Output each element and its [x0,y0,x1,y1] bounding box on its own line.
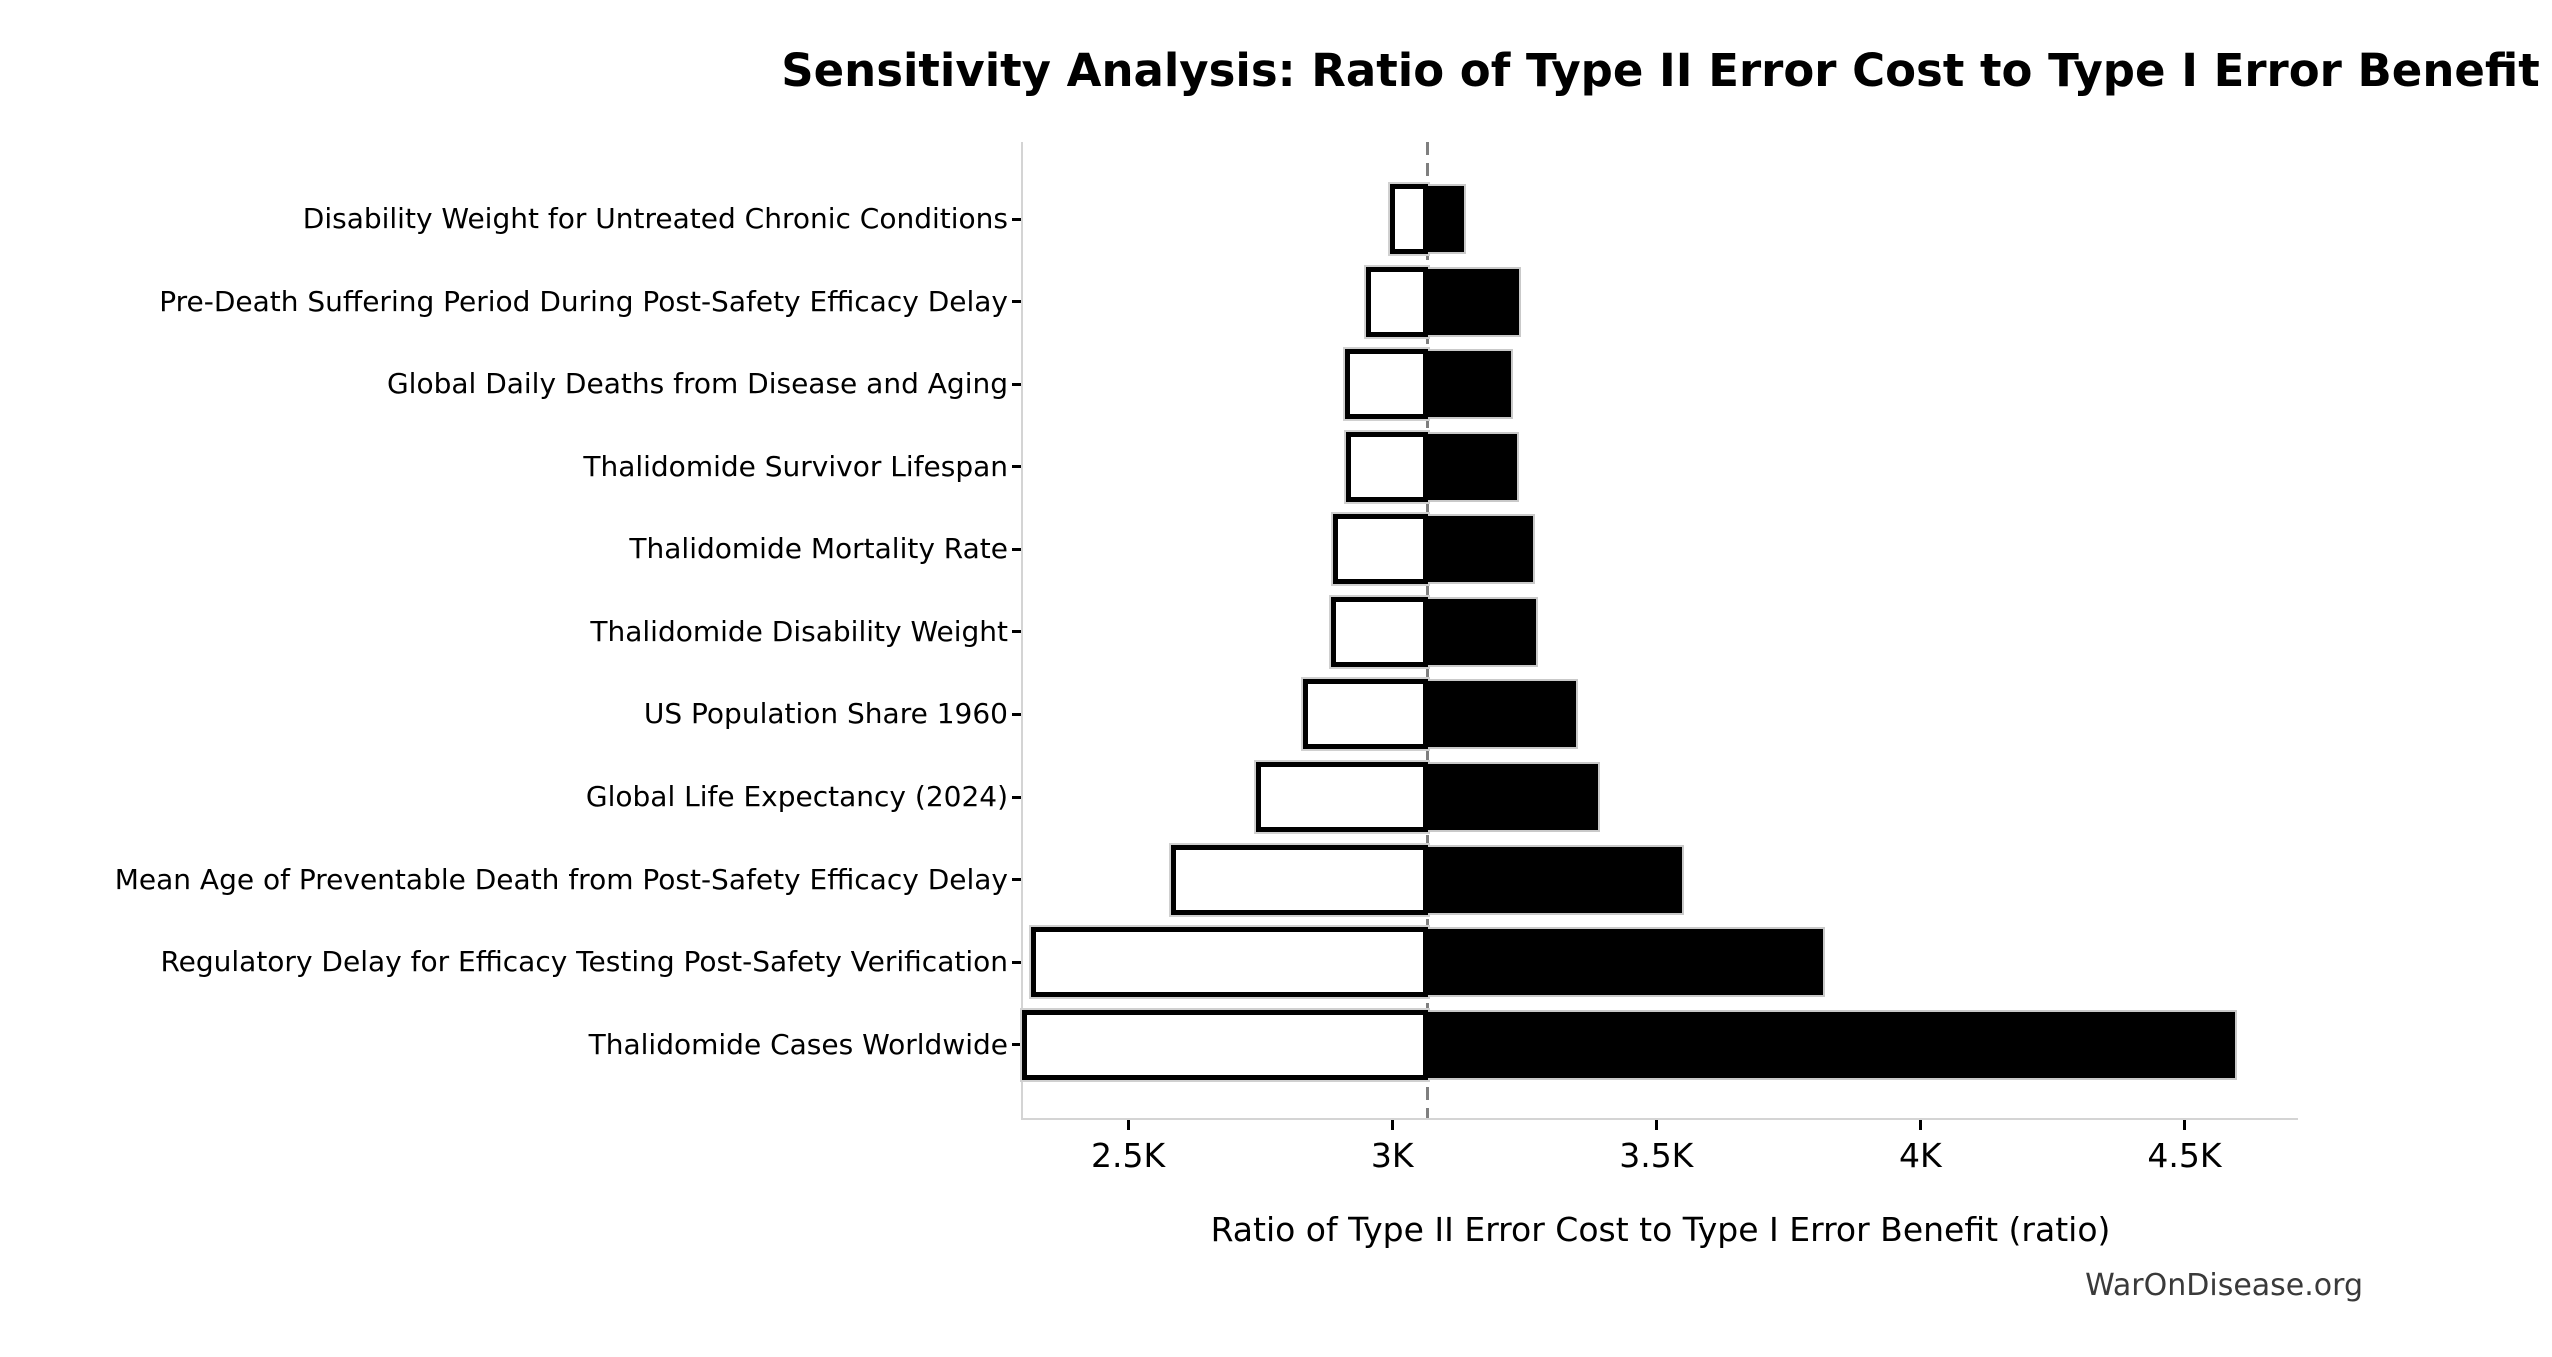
high-bar [1427,349,1513,420]
x-axis-tick-label: 4K [1899,1136,1942,1175]
y-axis-tick [1012,382,1021,386]
high-bar [1427,184,1466,255]
y-axis-tick [1012,217,1021,221]
low-bar [1388,182,1430,257]
y-axis-tick [1012,712,1021,716]
low-bar [1344,429,1430,504]
y-axis-tick [1012,630,1021,634]
y-axis-tick [1012,465,1021,469]
high-bar [1427,679,1579,750]
y-axis-tick [1012,960,1021,964]
x-axis-tick [1918,1120,1922,1130]
y-axis-category-label: Disability Weight for Untreated Chronic … [302,202,1008,236]
x-axis-tick-label: 3K [1370,1136,1414,1175]
y-axis-tick [1012,300,1021,304]
x-axis-tick-label: 2.5K [1091,1136,1166,1175]
high-bar [1427,844,1685,915]
low-bar [1343,347,1430,422]
y-axis-category-label: Thalidomide Cases Worldwide [588,1027,1008,1061]
low-bar [1331,512,1430,587]
x-axis-tick [2182,1120,2186,1130]
low-bar [1169,842,1430,917]
y-axis-category-label: Global Life Expectancy (2024) [585,780,1008,813]
y-axis-tick [1012,1043,1021,1047]
y-axis-category-label: Regulatory Delay for Efficacy Testing Po… [160,945,1008,979]
y-axis-category-label: Thalidomide Survivor Lifespan [583,449,1008,483]
high-bar [1427,431,1519,502]
x-axis-tick [1126,1120,1130,1130]
high-bar [1427,266,1522,337]
chart-title: Sensitivity Analysis: Ratio of Type II E… [781,44,2540,97]
x-axis-tick-label: 3.5K [1619,1136,1694,1175]
y-axis-category-label: Global Daily Deaths from Disease and Agi… [386,367,1008,401]
low-bar [1029,925,1430,1000]
y-axis-category-label: Thalidomide Disability Weight [590,614,1008,648]
y-axis-category-label: Thalidomide Mortality Rate [629,532,1008,566]
high-bar [1427,596,1538,667]
y-axis-tick [1012,878,1021,882]
low-bar [1254,760,1430,834]
high-bar [1427,927,1826,998]
low-bar [1364,264,1430,339]
x-axis-tick [1390,1120,1394,1130]
x-axis-tick [1654,1120,1658,1130]
x-axis-label: Ratio of Type II Error Cost to Type I Er… [1210,1210,2111,1249]
y-axis-tick [1012,795,1021,799]
plot-area [1020,142,2298,1120]
low-bar [1300,677,1430,752]
low-bar [1329,594,1430,669]
high-bar [1427,762,1601,832]
y-axis-category-label: Mean Age of Preventable Death from Post-… [114,862,1008,896]
watermark-text: WarOnDisease.org [2085,1268,2363,1303]
y-axis-category-label: Pre-Death Suffering Period During Post-S… [159,284,1008,318]
low-bar [1020,1007,1430,1082]
high-bar [1427,514,1536,585]
x-axis-tick-label: 4.5K [2147,1136,2222,1175]
y-axis-category-label: US Population Share 1960 [643,697,1008,731]
y-axis-tick [1012,547,1021,551]
high-bar [1427,1009,2238,1080]
